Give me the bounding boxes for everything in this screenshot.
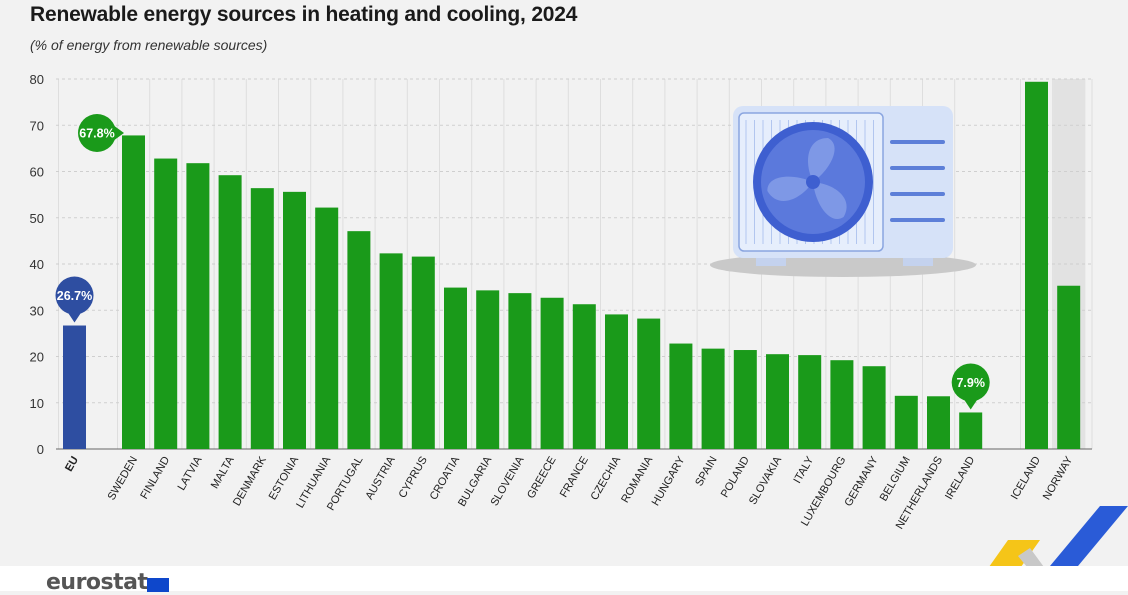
x-tick-label: HUNGARY <box>650 454 688 508</box>
callout-pointer <box>66 310 83 323</box>
footer-band <box>0 566 1128 591</box>
x-tick-label: ROMANIA <box>619 454 655 505</box>
fan-hub <box>806 175 820 189</box>
callout-bubble <box>951 363 990 402</box>
bar-denmark <box>250 188 274 449</box>
callout-pointer <box>113 125 124 141</box>
x-tick-label: GERMANY <box>842 454 881 509</box>
callout-label: 26.7% <box>57 289 92 303</box>
fan-blade <box>767 176 814 201</box>
x-tick-label: POLAND <box>719 454 752 499</box>
bar-cyprus <box>411 256 435 449</box>
x-tick-label: MALTA <box>209 454 237 491</box>
y-tick-label: 10 <box>30 396 44 411</box>
bar-croatia <box>444 287 467 449</box>
x-tick-label: SWEDEN <box>106 454 141 502</box>
bar-portugal <box>347 231 371 449</box>
bar-lithuania <box>315 207 339 449</box>
bar-latvia <box>186 163 210 450</box>
x-tick-label: LATVIA <box>176 454 205 493</box>
x-tick-label: SPAIN <box>693 454 720 488</box>
bar-finland <box>154 158 178 450</box>
bar-italy <box>798 355 822 449</box>
x-tick-label: AUSTRIA <box>363 454 398 502</box>
callout-bubble <box>78 114 116 152</box>
eurostat-logo: eurostat <box>46 570 148 595</box>
fan-blade <box>808 138 835 182</box>
heat-pump-foot <box>903 258 933 266</box>
bar-austria <box>379 253 403 449</box>
y-tick-label: 70 <box>30 118 44 133</box>
x-tick-label: CZECHIA <box>589 454 624 502</box>
chart-title: Renewable energy sources in heating and … <box>30 3 578 26</box>
chart-subtitle: (% of energy from renewable sources) <box>30 37 268 53</box>
x-tick-label: ESTONIA <box>267 454 302 502</box>
x-tick-label: FINLAND <box>138 454 172 501</box>
bar-spain <box>701 348 725 449</box>
heat-pump-icon <box>710 106 976 277</box>
x-tick-label: CYPRUS <box>397 455 430 501</box>
callout-label: 67.8% <box>79 127 114 141</box>
bar-slovakia <box>766 354 789 449</box>
fan-blade <box>813 182 847 219</box>
bar-hungary <box>669 343 693 449</box>
bar-czechia <box>605 314 628 449</box>
bar-iceland <box>1025 81 1048 450</box>
y-tick-label: 50 <box>30 211 44 226</box>
callout-pointer <box>962 397 979 410</box>
x-tick-label: ICELAND <box>1009 454 1043 501</box>
bar-germany <box>862 366 886 449</box>
x-tick-label: CROATIA <box>428 454 463 502</box>
y-tick-label: 60 <box>30 165 44 180</box>
bar-estonia <box>283 191 306 449</box>
bar-netherlands <box>927 396 950 449</box>
x-tick-label: IRELAND <box>943 454 977 501</box>
heat-pump-foot <box>756 258 786 266</box>
x-tick-label: DENMARK <box>231 454 269 508</box>
x-tick-label: SLOVENIA <box>489 454 527 508</box>
bar-belgium <box>894 395 918 449</box>
callout-label: 7.9% <box>956 376 985 390</box>
bar-slovenia <box>508 293 532 449</box>
bar-bulgaria <box>476 290 500 449</box>
y-tick-label: 30 <box>30 303 44 318</box>
bar-sweden <box>122 135 145 450</box>
bar-france <box>572 304 596 449</box>
bar-romania <box>637 318 661 449</box>
bar-greece <box>540 297 564 449</box>
bar-eu <box>63 325 86 449</box>
bar-ireland <box>959 412 983 449</box>
x-tick-label: EU <box>63 454 81 473</box>
y-tick-label: 20 <box>30 350 44 365</box>
bar-luxembourg <box>830 360 854 449</box>
y-tick-label: 80 <box>30 72 44 87</box>
callout-ireland: 7.9% <box>951 363 990 410</box>
x-tick-label: SLOVAKIA <box>747 454 785 507</box>
y-tick-label: 0 <box>37 442 44 457</box>
callout-sweden: 67.8% <box>78 114 124 152</box>
callout-eu: 26.7% <box>55 276 94 323</box>
bar-poland <box>733 350 757 449</box>
x-tick-label: GREECE <box>525 455 559 501</box>
x-tick-label: FRANCE <box>558 455 591 500</box>
y-tick-label: 40 <box>30 257 44 272</box>
bar-malta <box>218 175 242 449</box>
chevron-blue <box>1040 506 1128 578</box>
callout-bubble <box>55 276 94 315</box>
eu-flag-icon <box>147 578 169 592</box>
x-tick-label: BELGIUM <box>878 455 913 504</box>
x-tick-label: ITALY <box>791 454 816 486</box>
x-tick-label: NORWAY <box>1041 454 1076 502</box>
bar-norway <box>1057 285 1081 449</box>
